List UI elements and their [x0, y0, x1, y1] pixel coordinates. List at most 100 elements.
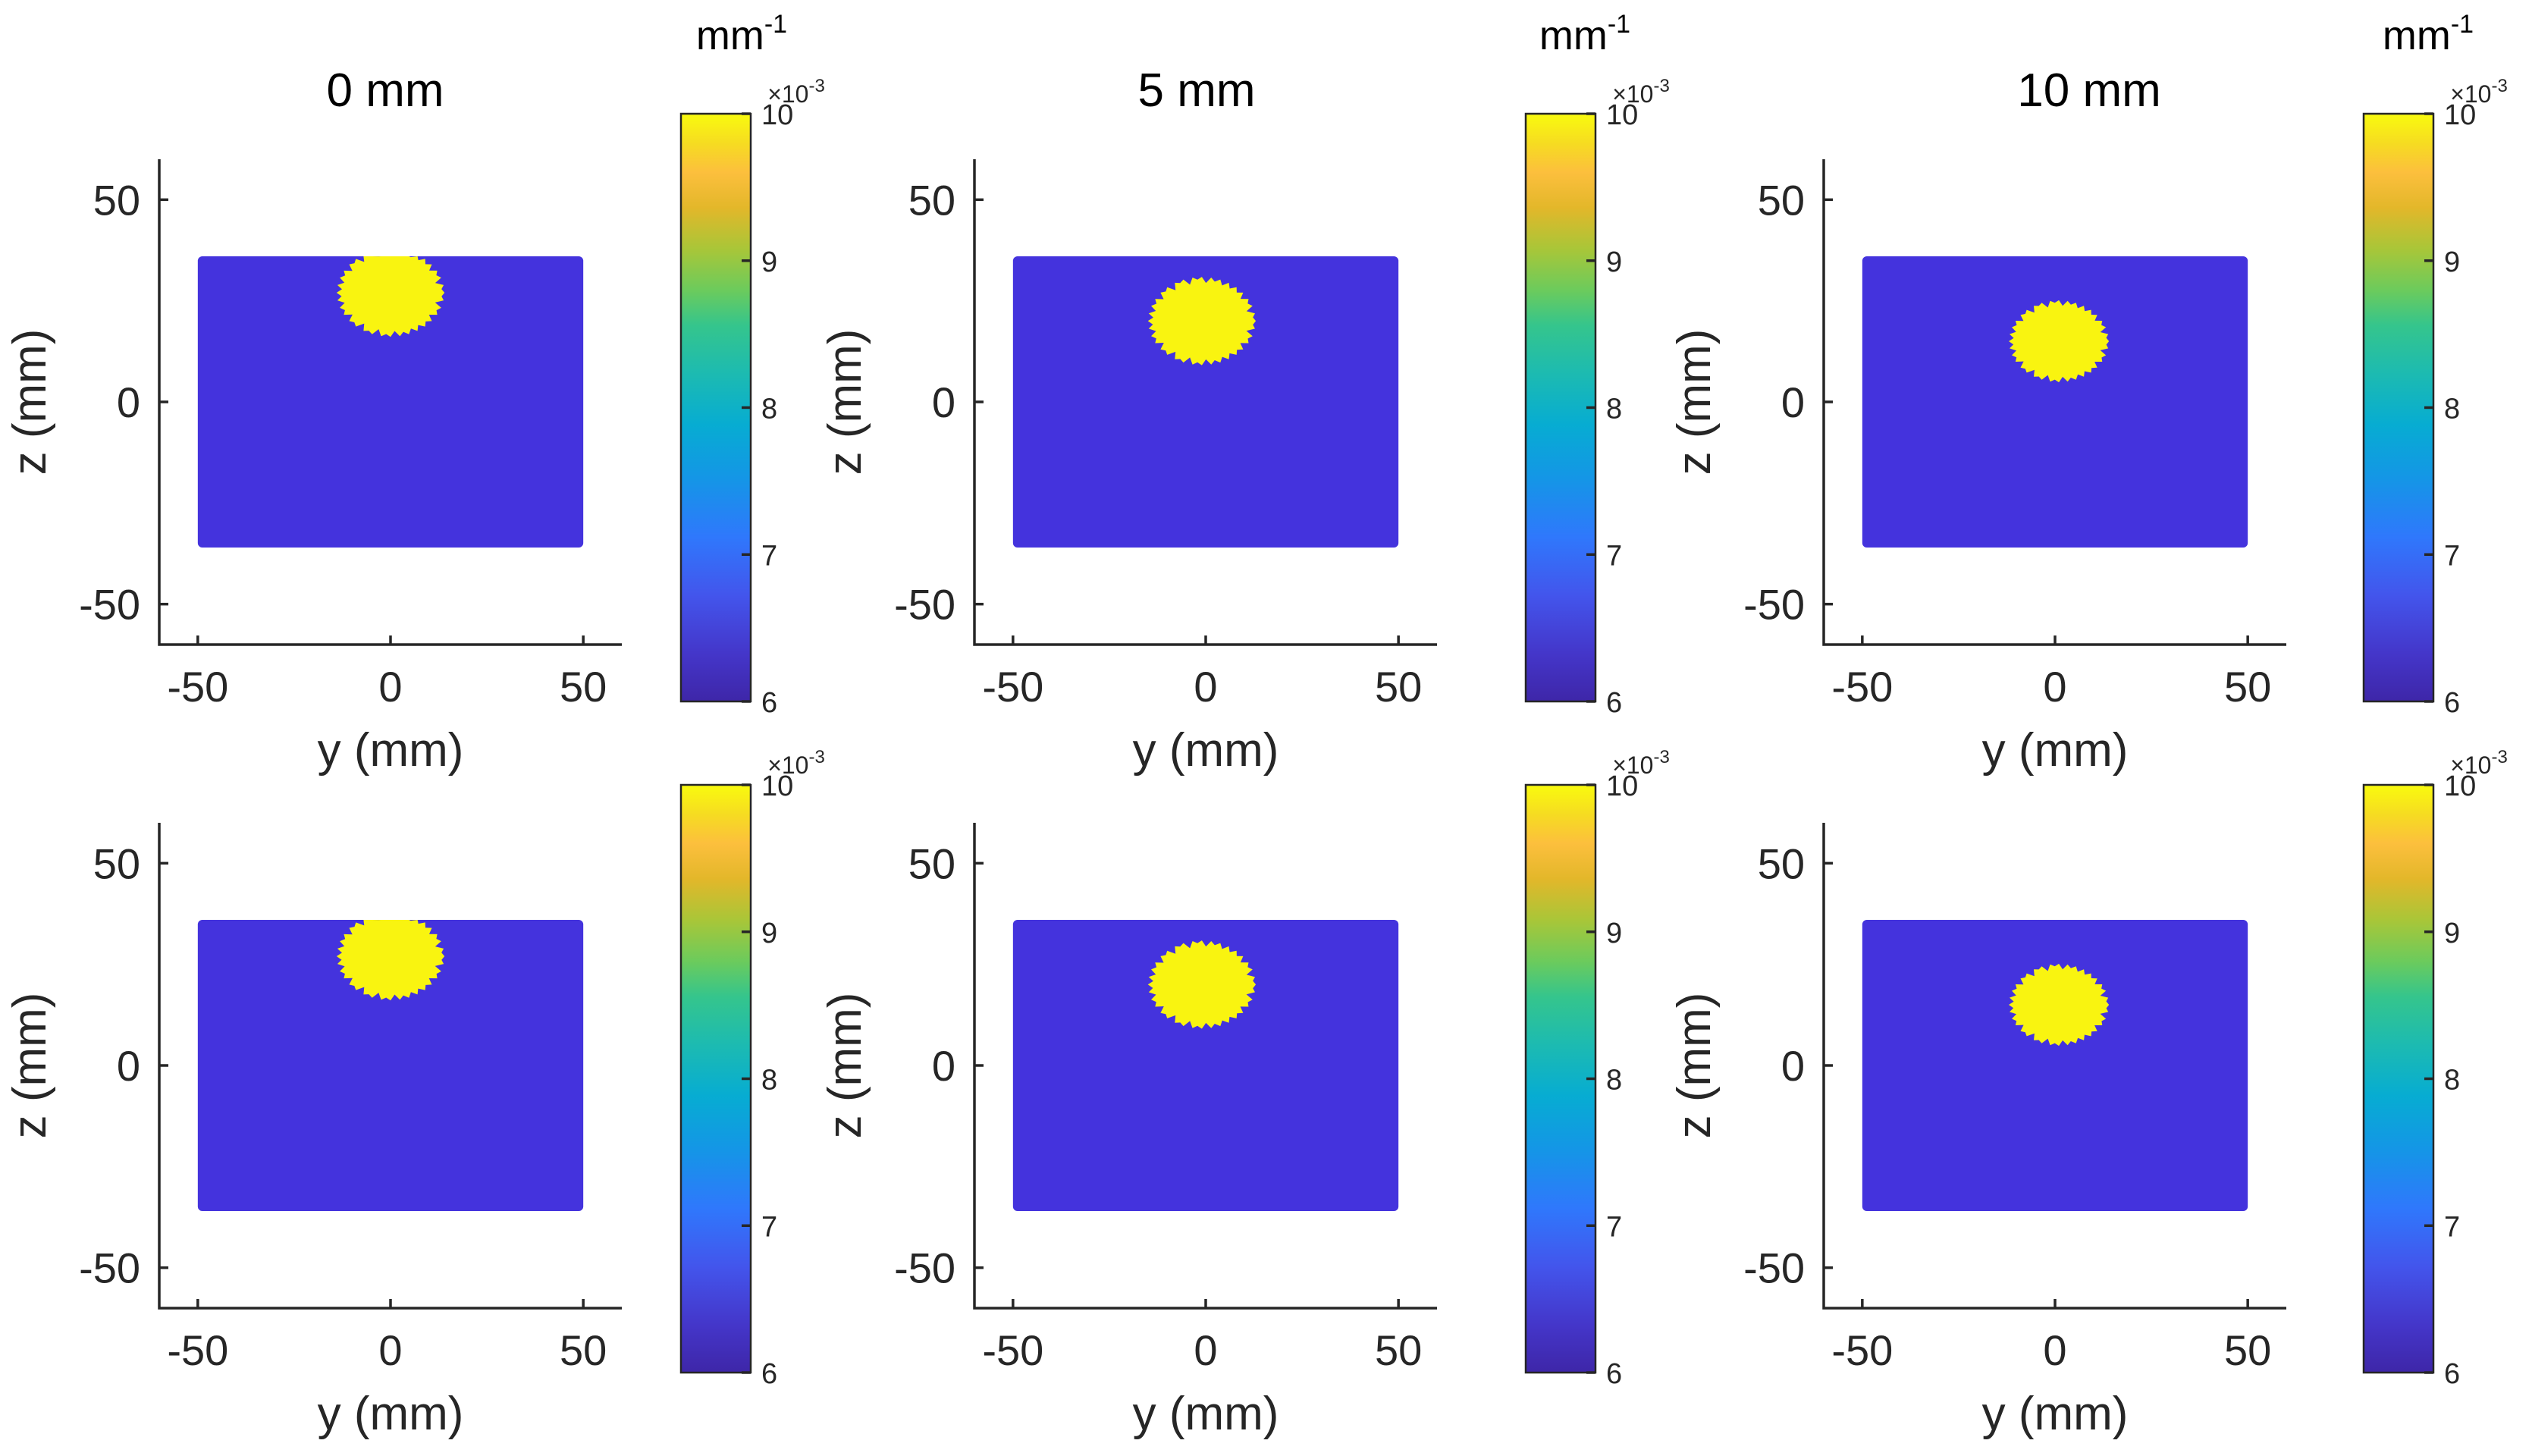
y-axis-label: z (mm) [1668, 993, 1721, 1139]
y-tick-label: 50 [1758, 839, 1805, 887]
colorbar-tick-label: 9 [761, 246, 777, 278]
axes-frame [158, 823, 622, 1310]
colorbar-tick-label: 6 [1606, 1358, 1622, 1390]
colorbar-unit-label: mm-1 [2383, 10, 2474, 58]
x-axis-label: y (mm) [1982, 1388, 2129, 1440]
phantom-region [1862, 256, 2248, 548]
x-tick-label: 50 [560, 663, 607, 711]
y-axis-label: z (mm) [4, 329, 56, 475]
y-tick-label: 50 [908, 176, 955, 224]
colorbar [1524, 112, 1597, 703]
colorbar-exponent: ×10-3 [1612, 747, 1670, 779]
colorbar-tick-label: 9 [2444, 246, 2460, 278]
colorbar-unit-label: mm-1 [1539, 10, 1630, 58]
y-axis-label: z (mm) [4, 993, 56, 1139]
colorbar-tick-label: 9 [2444, 918, 2460, 949]
colorbar-tick-label: 7 [761, 540, 777, 572]
x-tick-label: 0 [1194, 1326, 1217, 1374]
column-title: 10 mm [2017, 64, 2160, 117]
phantom-region [197, 920, 584, 1211]
phantom-region [1862, 920, 2248, 1211]
colorbar-tick-label: 7 [1606, 540, 1622, 572]
colorbar [679, 783, 752, 1374]
y-tick-label: 50 [908, 839, 955, 887]
column-title: 0 mm [327, 64, 444, 117]
colorbar-exponent: ×10-3 [767, 76, 825, 108]
axes-frame [973, 823, 1437, 1310]
x-tick-label: 0 [1194, 663, 1217, 711]
phantom-region [1012, 256, 1399, 548]
colorbar-tick-label: 10 [1606, 99, 1638, 131]
x-tick-label: 50 [2224, 663, 2271, 711]
colorbar-exponent: ×10-3 [2450, 747, 2508, 779]
y-axis-label: z (mm) [819, 329, 871, 475]
heatmap-panel: -50 0 50 50 0 -50 y (mm) z (mm) 10 9 8 7 6 ×10-3 [4, 76, 825, 777]
x-tick-label: -50 [167, 663, 228, 711]
colorbar-tick-label: 10 [761, 770, 793, 802]
colorbar [1524, 783, 1597, 1374]
axes-frame [1822, 159, 2286, 646]
colorbar-tick-label: 8 [1606, 1065, 1622, 1097]
colorbar-tick-label: 6 [761, 1358, 777, 1390]
colorbar-tick-label: 8 [2444, 1065, 2460, 1097]
x-tick-label: -50 [982, 1326, 1043, 1374]
inclusion-blob [1147, 940, 1257, 1029]
phantom-region [1012, 920, 1399, 1211]
x-axis-label: y (mm) [1133, 724, 1279, 777]
x-tick-label: 50 [1375, 663, 1422, 711]
phantom-region [197, 256, 584, 548]
x-tick-label: -50 [1831, 663, 1893, 711]
colorbar-tick-label: 7 [761, 1211, 777, 1243]
y-tick-label: 0 [117, 1042, 140, 1090]
axes-frame [973, 159, 1437, 646]
x-axis-label: y (mm) [318, 1388, 464, 1440]
colorbar-tick-label: 9 [1606, 918, 1622, 949]
x-tick-label: 0 [378, 663, 402, 711]
colorbar-tick-label: 8 [761, 1065, 777, 1097]
x-tick-label: 50 [2224, 1326, 2271, 1374]
x-tick-label: -50 [1831, 1326, 1893, 1374]
colorbar-tick-label: 7 [2444, 1211, 2460, 1243]
colorbar-tick-label: 9 [761, 918, 777, 949]
x-tick-label: 0 [2043, 1326, 2066, 1374]
colorbar-tick-label: 7 [2444, 540, 2460, 572]
colorbar-tick-label: 6 [2444, 1358, 2460, 1390]
y-axis-label: z (mm) [1668, 329, 1721, 475]
y-tick-label: -50 [1743, 581, 1805, 629]
x-axis-label: y (mm) [318, 724, 464, 777]
colorbar [679, 112, 752, 703]
axes-frame [158, 159, 622, 646]
colorbar-exponent: ×10-3 [767, 747, 825, 779]
colorbar [2362, 112, 2435, 703]
x-tick-label: 50 [560, 1326, 607, 1374]
y-tick-label: 0 [1781, 1042, 1805, 1090]
inclusion-blob [2009, 300, 2110, 383]
heatmap-panel: -50 0 50 50 0 -50 y (mm) z (mm) 10 9 8 7 6 ×10-3 [1668, 76, 2508, 777]
heatmap-panel: -50 0 50 50 0 -50 y (mm) z (mm) 10 9 8 7 6 ×10-3 [819, 747, 1670, 1440]
colorbar-tick-label: 8 [1606, 394, 1622, 425]
y-tick-label: -50 [894, 1244, 955, 1292]
y-tick-label: 50 [93, 176, 140, 224]
colorbar-tick-label: 7 [1606, 1211, 1622, 1243]
colorbar [2362, 783, 2435, 1374]
y-tick-label: -50 [79, 581, 140, 629]
colorbar-tick-label: 8 [761, 394, 777, 425]
x-tick-label: 0 [378, 1326, 402, 1374]
column-title: 5 mm [1138, 64, 1256, 117]
colorbar-tick-label: 6 [761, 687, 777, 719]
colorbar-tick-label: 10 [761, 99, 793, 131]
colorbar-exponent: ×10-3 [1612, 76, 1670, 108]
x-axis-label: y (mm) [1982, 724, 2129, 777]
heatmap-panel: -50 0 50 50 0 -50 y (mm) z (mm) 10 9 8 7 6 ×10-3 [1668, 747, 2508, 1440]
inclusion-blob [336, 920, 445, 1001]
colorbar-exponent: ×10-3 [2450, 76, 2508, 108]
colorbar-tick-label: 10 [1606, 770, 1638, 802]
y-tick-label: 0 [932, 1042, 955, 1090]
y-tick-label: 0 [117, 378, 140, 426]
colorbar-tick-label: 10 [2444, 770, 2476, 802]
y-axis-label: z (mm) [819, 993, 871, 1139]
y-tick-label: -50 [894, 581, 955, 629]
colorbar-tick-label: 9 [1606, 246, 1622, 278]
inclusion-blob [336, 256, 445, 337]
